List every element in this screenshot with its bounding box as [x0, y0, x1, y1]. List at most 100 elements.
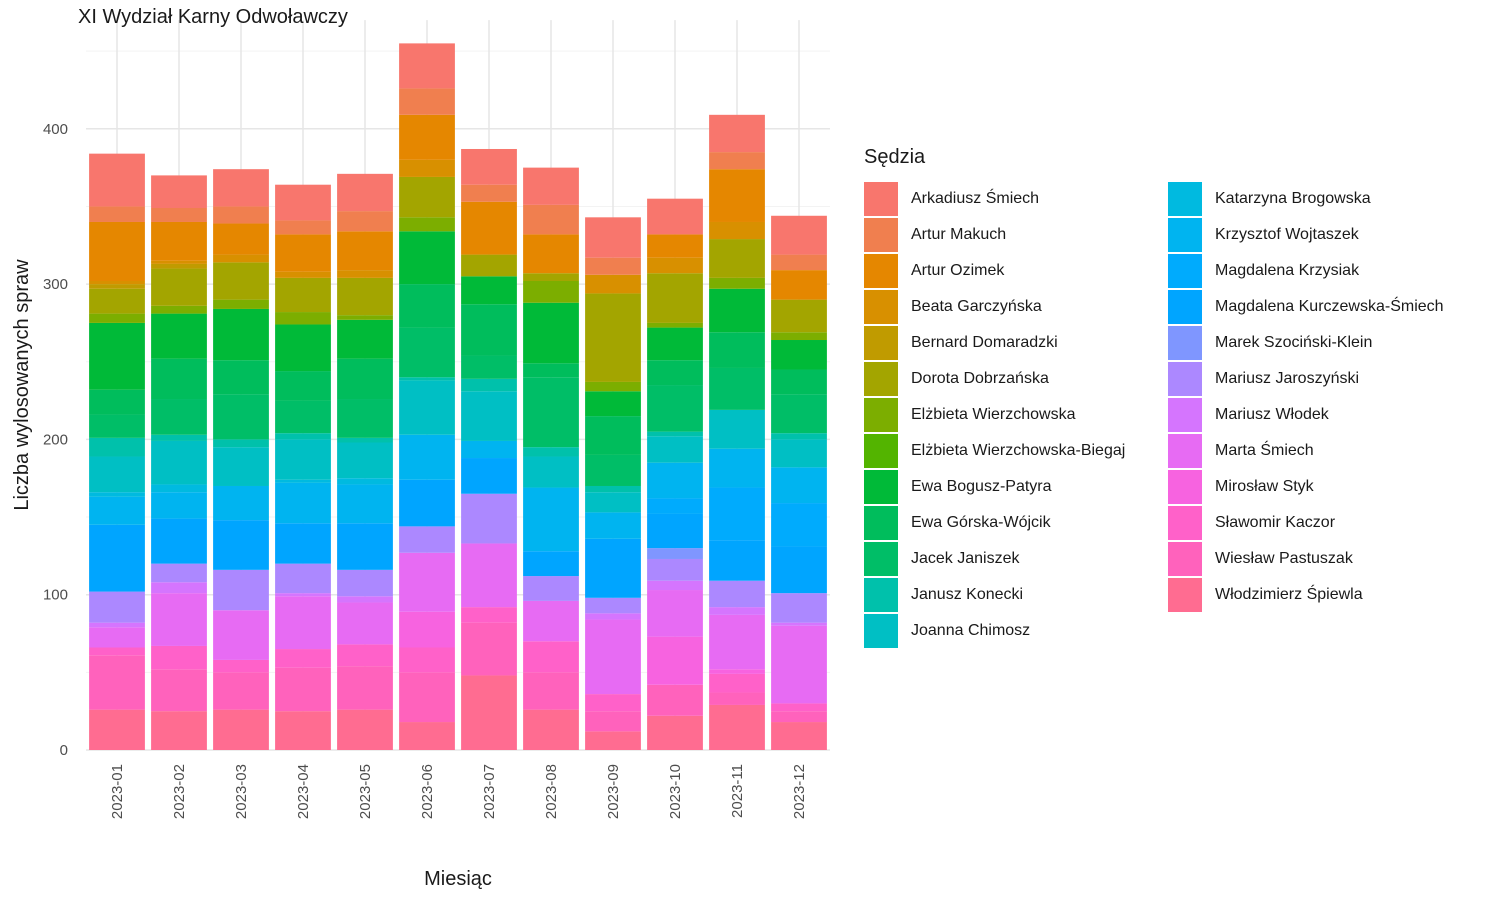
bar-segment [213, 447, 269, 486]
bar-segment [275, 711, 331, 750]
legend-label: Marek Szociński-Klein [1215, 334, 1373, 351]
bar-segment [399, 327, 455, 378]
bar-segment [523, 672, 579, 710]
legend-label: Katarzyna Brogowska [1215, 190, 1371, 207]
bar-segment [89, 492, 145, 497]
legend-item: Katarzyna Brogowska [1168, 181, 1472, 217]
bar-segment [151, 208, 207, 222]
x-tick-label: 2023-10 [667, 764, 684, 819]
bar-segment [213, 223, 269, 255]
bar-segment [709, 221, 765, 240]
bar-segment [151, 582, 207, 594]
x-tick-label: 2023-04 [295, 764, 312, 819]
bar-segment [647, 360, 703, 386]
bar-segment [337, 523, 393, 570]
bar-segment [213, 308, 269, 361]
legend-swatch [864, 398, 898, 432]
bar-segment [709, 288, 765, 333]
bar-segment [771, 546, 827, 594]
bar-segment [275, 400, 331, 434]
legend-columns: Arkadiusz Śmiech Artur Makuch Artur Ozimek… [864, 181, 1472, 649]
bar-segment [585, 257, 641, 275]
bar-segment [275, 312, 331, 325]
bar-segment [771, 215, 827, 255]
bar-segment [647, 322, 703, 328]
legend-item: Mariusz Jaroszyński [1168, 361, 1472, 397]
bar-segment [151, 593, 207, 646]
bar-segment [213, 569, 269, 611]
bar-segment [709, 607, 765, 615]
bar-segment [151, 669, 207, 712]
legend-swatch [1168, 362, 1202, 396]
bar-segment [771, 299, 827, 333]
bar-segment [151, 263, 207, 269]
legend-item: Bernard Domaradzki [864, 325, 1168, 361]
bar-segment [213, 610, 269, 660]
legend-label: Mariusz Włodek [1215, 406, 1329, 423]
legend-swatch [1168, 398, 1202, 432]
bar-segment [771, 369, 827, 395]
bar-segment [213, 520, 269, 570]
bar-segment [647, 462, 703, 499]
bar-segment [585, 416, 641, 455]
bar-segment [523, 167, 579, 205]
legend-swatch [1168, 182, 1202, 216]
x-tick-label: 2023-01 [109, 764, 126, 819]
legend-label: Artur Makuch [911, 226, 1007, 243]
y-tick-label: 200 [43, 431, 68, 448]
bar-segment [89, 591, 145, 623]
bar-segment [275, 593, 331, 597]
x-tick-label: 2023-03 [233, 764, 250, 819]
legend-swatch [864, 326, 898, 360]
bar-segment [647, 327, 703, 361]
bar-segment [461, 276, 517, 305]
y-tick-label: 100 [43, 587, 68, 604]
legend-item: Krzysztof Wojtaszek [1168, 217, 1472, 253]
legend-item: Magdalena Kurczewska-Śmiech [1168, 289, 1472, 325]
legend-label: Joanna Chimosz [911, 622, 1031, 639]
bar-segment [585, 694, 641, 712]
bar-segment [771, 503, 827, 547]
legend-label: Mirosław Styk [1215, 478, 1314, 495]
bar-segment [89, 655, 145, 710]
legend-label: Arkadiusz Śmiech [911, 190, 1040, 207]
legend-label: Elżbieta Wierzchowska-Biegaj [911, 442, 1126, 459]
bar-segment [337, 644, 393, 667]
legend-label: Krzysztof Wojtaszek [1215, 226, 1359, 243]
x-tick-label: 2023-12 [791, 764, 808, 819]
bar-segment [89, 221, 145, 281]
bar-segment [709, 169, 765, 222]
bar-segment [771, 394, 827, 434]
bar-segment [89, 389, 145, 415]
bar-segment [523, 600, 579, 642]
bar-segment [213, 254, 269, 263]
bar-segment [523, 447, 579, 457]
bar-segment [399, 217, 455, 232]
bar-segment [523, 487, 579, 552]
bar-segment [647, 580, 703, 591]
bar-segment [337, 709, 393, 750]
legend-label: Artur Ozimek [911, 262, 1005, 279]
bar-segment [585, 597, 641, 614]
y-axis-title: Liczba wylosowanych spraw [11, 259, 33, 511]
bar-segment [771, 340, 827, 370]
bar-segment [461, 184, 517, 202]
bar-segment [213, 485, 269, 521]
bar-segment [337, 211, 393, 232]
bar-segment [647, 436, 703, 463]
bar-segment [709, 409, 765, 449]
legend-item: Magdalena Krzysiak [1168, 253, 1472, 289]
bar-segment [709, 580, 765, 608]
legend-label: Bernard Domaradzki [911, 334, 1058, 351]
bar-segment [523, 280, 579, 303]
legend-label: Dorota Dobrzańska [911, 370, 1049, 387]
legend-swatch [864, 470, 898, 504]
bar-segment [337, 484, 393, 524]
bar-segment [151, 399, 207, 435]
bar-segment [399, 114, 455, 160]
bar-segment [461, 493, 517, 544]
legend-column: Arkadiusz Śmiech Artur Makuch Artur Ozimek… [864, 181, 1168, 649]
legend-label: Wiesław Pastuszak [1215, 550, 1353, 567]
bar-segment [709, 448, 765, 488]
